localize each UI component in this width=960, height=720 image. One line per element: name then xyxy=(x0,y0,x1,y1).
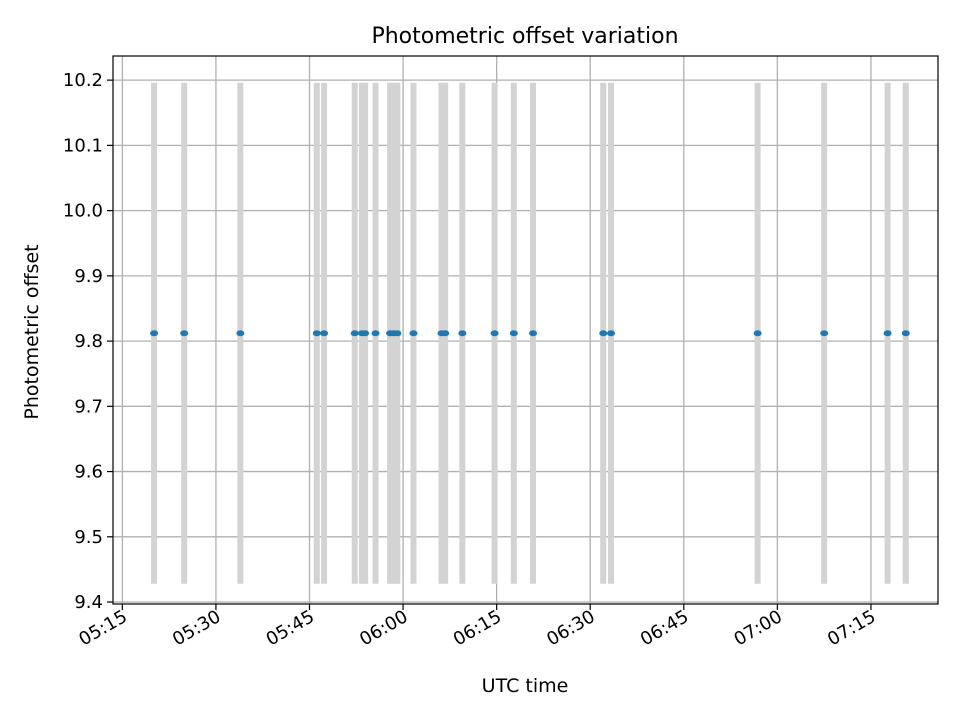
data-point xyxy=(350,330,359,337)
y-tick-label: 9.6 xyxy=(74,462,103,483)
y-tick-label: 9.5 xyxy=(74,527,103,548)
grid-lines xyxy=(113,56,938,604)
data-point xyxy=(883,330,892,337)
data-point xyxy=(371,330,380,337)
plot-area-frame xyxy=(112,55,939,605)
y-tick-label: 9.4 xyxy=(74,592,103,613)
data-point xyxy=(393,330,402,337)
data-point xyxy=(150,330,159,337)
data-point xyxy=(753,330,762,337)
data-point xyxy=(509,330,518,337)
data-point xyxy=(312,330,321,337)
data-point xyxy=(901,330,910,337)
data-point xyxy=(409,330,418,337)
x-axis-label: UTC time xyxy=(482,675,569,697)
data-point xyxy=(599,330,608,337)
y-tick-label: 10.1 xyxy=(63,135,103,156)
data-point xyxy=(820,330,829,337)
y-tick-label: 9.9 xyxy=(74,266,103,287)
data-point xyxy=(490,330,499,337)
data-point xyxy=(529,330,538,337)
y-tick-label: 10.2 xyxy=(63,70,103,91)
data-point xyxy=(458,330,467,337)
data-points xyxy=(150,330,910,337)
data-point xyxy=(180,330,189,337)
y-tick-label: 9.8 xyxy=(74,331,103,352)
y-tick-label: 9.7 xyxy=(74,396,103,417)
data-point xyxy=(607,330,616,337)
data-point xyxy=(441,330,450,337)
data-point xyxy=(361,330,370,337)
data-point xyxy=(236,330,245,337)
y-axis-label: Photometric offset xyxy=(21,244,43,419)
data-point xyxy=(320,330,329,337)
y-tick-label: 10.0 xyxy=(63,201,103,222)
chart-title: Photometric offset variation xyxy=(371,24,678,49)
